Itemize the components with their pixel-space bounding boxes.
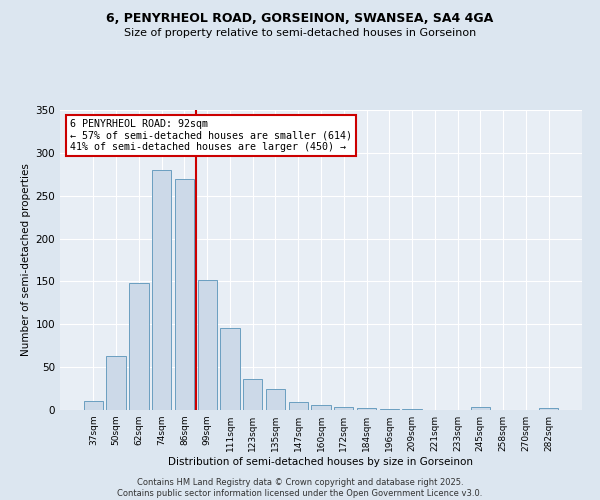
Bar (243, 379, 262, 410)
X-axis label: Distribution of semi-detached houses by size in Gorseinon: Distribution of semi-detached houses by … (169, 457, 473, 467)
Bar (403, 409, 422, 410)
Bar (357, 408, 376, 410)
Bar (152, 170, 172, 410)
Bar (197, 280, 217, 410)
Bar (470, 408, 490, 410)
Text: 6 PENYRHEOL ROAD: 92sqm
← 57% of semi-detached houses are smaller (614)
41% of s: 6 PENYRHEOL ROAD: 92sqm ← 57% of semi-de… (70, 119, 352, 152)
Bar (380, 409, 399, 410)
Bar (106, 356, 126, 410)
Text: 6, PENYRHEOL ROAD, GORSEINON, SWANSEA, SA4 4GA: 6, PENYRHEOL ROAD, GORSEINON, SWANSEA, S… (106, 12, 494, 26)
Bar (266, 388, 285, 410)
Bar (220, 328, 239, 410)
Bar (539, 408, 558, 410)
Bar (175, 178, 194, 410)
Text: Contains HM Land Registry data © Crown copyright and database right 2025.
Contai: Contains HM Land Registry data © Crown c… (118, 478, 482, 498)
Bar (289, 402, 308, 410)
Text: Size of property relative to semi-detached houses in Gorseinon: Size of property relative to semi-detach… (124, 28, 476, 38)
Bar (311, 405, 331, 410)
Bar (129, 283, 149, 410)
Bar (84, 402, 103, 410)
Bar (334, 408, 353, 410)
Y-axis label: Number of semi-detached properties: Number of semi-detached properties (21, 164, 31, 356)
